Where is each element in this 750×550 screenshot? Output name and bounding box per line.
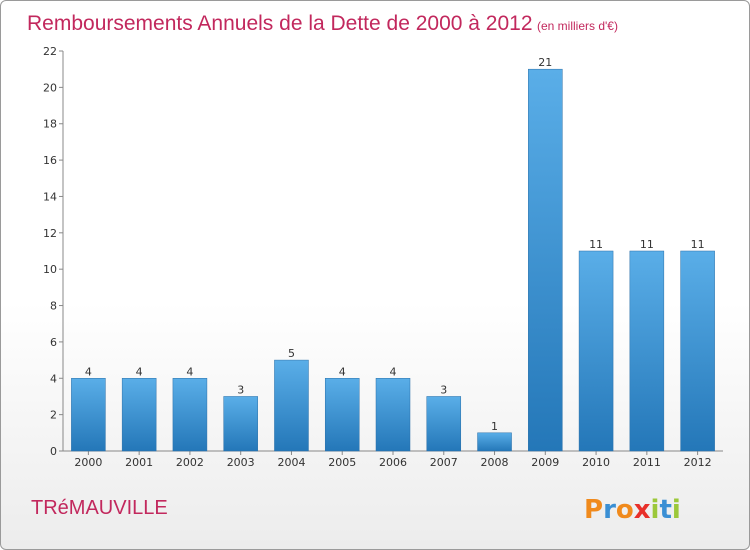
logo-letter: i — [672, 495, 681, 525]
y-tick-label: 14 — [43, 190, 57, 203]
data-label: 4 — [136, 365, 143, 378]
data-label: 4 — [85, 365, 92, 378]
data-label: 5 — [288, 347, 295, 360]
logo-letter: P — [584, 495, 603, 525]
bar — [578, 250, 614, 452]
bar — [528, 68, 563, 452]
data-label: 4 — [390, 365, 397, 378]
x-tick-label: 2011 — [633, 456, 661, 469]
logo-letter: r — [603, 495, 616, 525]
y-tick-label: 16 — [43, 154, 57, 167]
x-tick-label: 2006 — [379, 456, 407, 469]
y-tick-label: 0 — [50, 445, 57, 458]
data-label: 1 — [491, 420, 498, 433]
bar — [172, 378, 208, 452]
y-tick-label: 4 — [50, 372, 57, 385]
bar — [680, 250, 715, 452]
data-label: 4 — [186, 365, 193, 378]
bar — [121, 378, 157, 452]
x-tick-label: 2008 — [481, 456, 509, 469]
proxiti-logo: Proxiti — [584, 495, 681, 525]
y-tick-label: 20 — [43, 81, 57, 94]
x-tick-label: 2007 — [430, 456, 458, 469]
y-tick-label: 8 — [50, 300, 57, 313]
bar — [223, 396, 258, 452]
commune-name: TRéMAUVILLE — [31, 497, 168, 519]
data-label: 11 — [691, 238, 705, 251]
y-tick-label: 10 — [43, 263, 57, 276]
x-tick-label: 2000 — [74, 456, 102, 469]
data-label: 11 — [589, 238, 603, 251]
logo-letter: x — [634, 495, 651, 525]
bar — [274, 359, 309, 452]
bars — [71, 68, 715, 452]
x-tick-label: 2001 — [125, 456, 153, 469]
x-tick-label: 2002 — [176, 456, 204, 469]
x-tick-label: 2005 — [328, 456, 356, 469]
chart-subtitle: (en milliers d'€) — [537, 19, 618, 33]
x-tick-label: 2009 — [531, 456, 559, 469]
data-label: 4 — [339, 365, 346, 378]
data-label: 11 — [640, 238, 654, 251]
y-tick-label: 2 — [50, 409, 57, 422]
y-tick-label: 6 — [50, 336, 57, 349]
data-label: 3 — [237, 383, 244, 396]
bar — [71, 378, 106, 452]
logo-letter: o — [616, 495, 634, 525]
chart-title: Remboursements Annuels de la Dette de 20… — [27, 12, 533, 35]
x-tick-label: 2010 — [582, 456, 610, 469]
logo-letter: i — [651, 495, 660, 525]
bar — [375, 378, 411, 452]
bar — [629, 250, 665, 452]
y-tick-label: 12 — [43, 227, 57, 240]
bar — [426, 396, 462, 452]
x-tick-label: 2012 — [684, 456, 712, 469]
y-tick-label: 18 — [43, 118, 57, 131]
bar — [324, 378, 360, 452]
bar — [477, 432, 512, 452]
logo-letter: t — [659, 495, 671, 525]
x-tick-label: 2003 — [227, 456, 255, 469]
y-tick-label: 22 — [43, 45, 57, 58]
x-tick-label: 2004 — [277, 456, 305, 469]
data-label: 21 — [538, 56, 552, 69]
data-label: 3 — [440, 383, 447, 396]
